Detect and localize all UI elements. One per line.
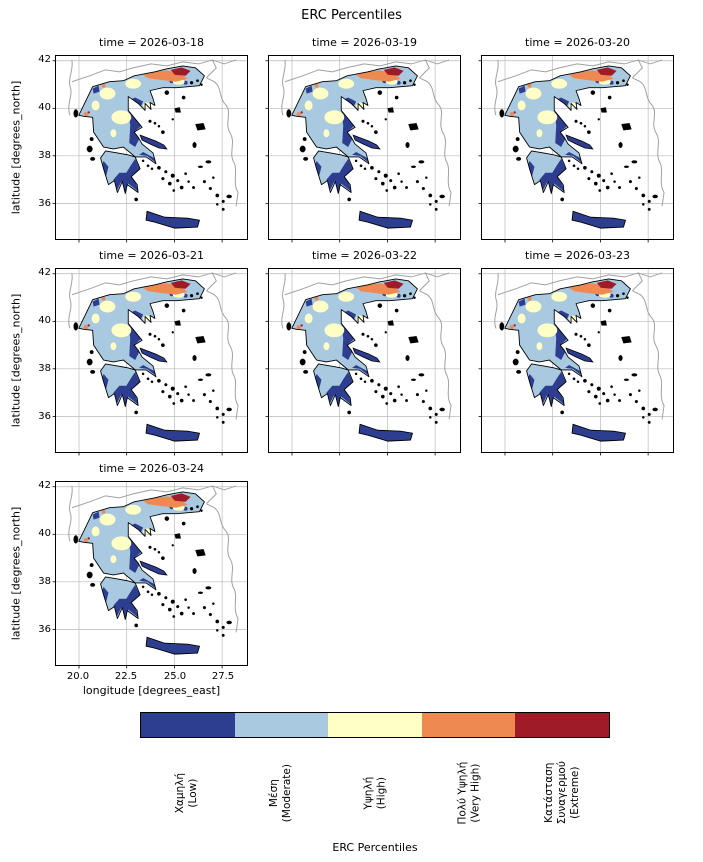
greece-map-svg bbox=[56, 482, 247, 665]
subplot-title: time = 2026-03-19 bbox=[312, 36, 417, 49]
colorbar-category-label-veryhigh: Πολύ Υψηλή (Very High) bbox=[455, 761, 481, 825]
y-tick-label: 40 bbox=[38, 315, 51, 326]
y-tick-label: 36 bbox=[38, 411, 51, 422]
x-tick-label: 22.5 bbox=[114, 671, 138, 682]
y-tick-label: 42 bbox=[38, 480, 51, 491]
colorbar-segment-moderate bbox=[234, 713, 329, 737]
greece-map-svg bbox=[56, 269, 247, 452]
x-tick-label: 27.5 bbox=[211, 671, 235, 682]
y-tick-label: 42 bbox=[38, 267, 51, 278]
map-plot-area bbox=[481, 55, 674, 240]
colorbar-category-label-low: Χαμηλή (Low) bbox=[173, 772, 199, 814]
subplot-2026-03-21: time = 2026-03-21 42 40 38 36 latitude [… bbox=[9, 249, 248, 453]
y-tick-label: 36 bbox=[38, 624, 51, 635]
subplot-title: time = 2026-03-24 bbox=[99, 462, 204, 475]
map-plot-area bbox=[268, 55, 461, 240]
figure-title: ERC Percentiles bbox=[301, 8, 402, 23]
subplot-2026-03-22: time = 2026-03-22 bbox=[268, 249, 461, 453]
y-tick-label: 40 bbox=[38, 528, 51, 539]
colorbar-segment-extreme bbox=[515, 713, 609, 737]
colorbar-segment-veryhigh bbox=[421, 713, 516, 737]
greece-map-svg bbox=[482, 269, 673, 452]
subplot-title: time = 2026-03-20 bbox=[525, 36, 630, 49]
greece-map-svg bbox=[269, 56, 460, 239]
colorbar-category-label-extreme: Κατάσταση Συναγερμού (Extreme) bbox=[543, 761, 582, 825]
y-tick-label: 36 bbox=[38, 198, 51, 209]
colorbar bbox=[140, 712, 610, 738]
map-plot-area bbox=[55, 481, 248, 666]
subplot-2026-03-23: time = 2026-03-23 bbox=[481, 249, 674, 453]
subplot-2026-03-19: time = 2026-03-19 bbox=[268, 36, 461, 240]
subplot-title: time = 2026-03-21 bbox=[99, 249, 204, 262]
greece-map-svg bbox=[56, 56, 247, 239]
map-plot-area bbox=[55, 55, 248, 240]
subplot-title: time = 2026-03-22 bbox=[312, 249, 417, 262]
y-tick-label: 38 bbox=[38, 363, 51, 374]
colorbar-segment-low bbox=[141, 713, 235, 737]
y-tick-label: 40 bbox=[38, 102, 51, 113]
colorbar-axis-label: ERC Percentiles bbox=[332, 841, 418, 854]
colorbar-category-label-moderate: Μέση (Moderate) bbox=[267, 763, 293, 823]
subplot-title: time = 2026-03-18 bbox=[99, 36, 204, 49]
subplot-2026-03-24: time = 2026-03-24 42 40 38 36 latitude [… bbox=[9, 462, 248, 697]
subplot-title: time = 2026-03-23 bbox=[525, 249, 630, 262]
colorbar-category-label-high: Υψηλή (High) bbox=[361, 776, 387, 810]
greece-map-svg bbox=[269, 269, 460, 452]
subplot-2026-03-18: time = 2026-03-18 42 40 38 36 latitude [… bbox=[9, 36, 248, 240]
map-plot-area bbox=[268, 268, 461, 453]
greece-map-svg bbox=[482, 56, 673, 239]
x-tick-label: 25.0 bbox=[163, 671, 187, 682]
colorbar-segment-high bbox=[328, 713, 422, 737]
map-plot-area bbox=[55, 268, 248, 453]
x-tick-label: 20.0 bbox=[66, 671, 90, 682]
y-tick-label: 38 bbox=[38, 150, 51, 161]
x-axis-label: longitude [degrees_east] bbox=[82, 684, 221, 697]
subplot-2026-03-20: time = 2026-03-20 bbox=[481, 36, 674, 240]
map-plot-area bbox=[481, 268, 674, 453]
y-tick-label: 42 bbox=[38, 54, 51, 65]
y-tick-label: 38 bbox=[38, 576, 51, 587]
